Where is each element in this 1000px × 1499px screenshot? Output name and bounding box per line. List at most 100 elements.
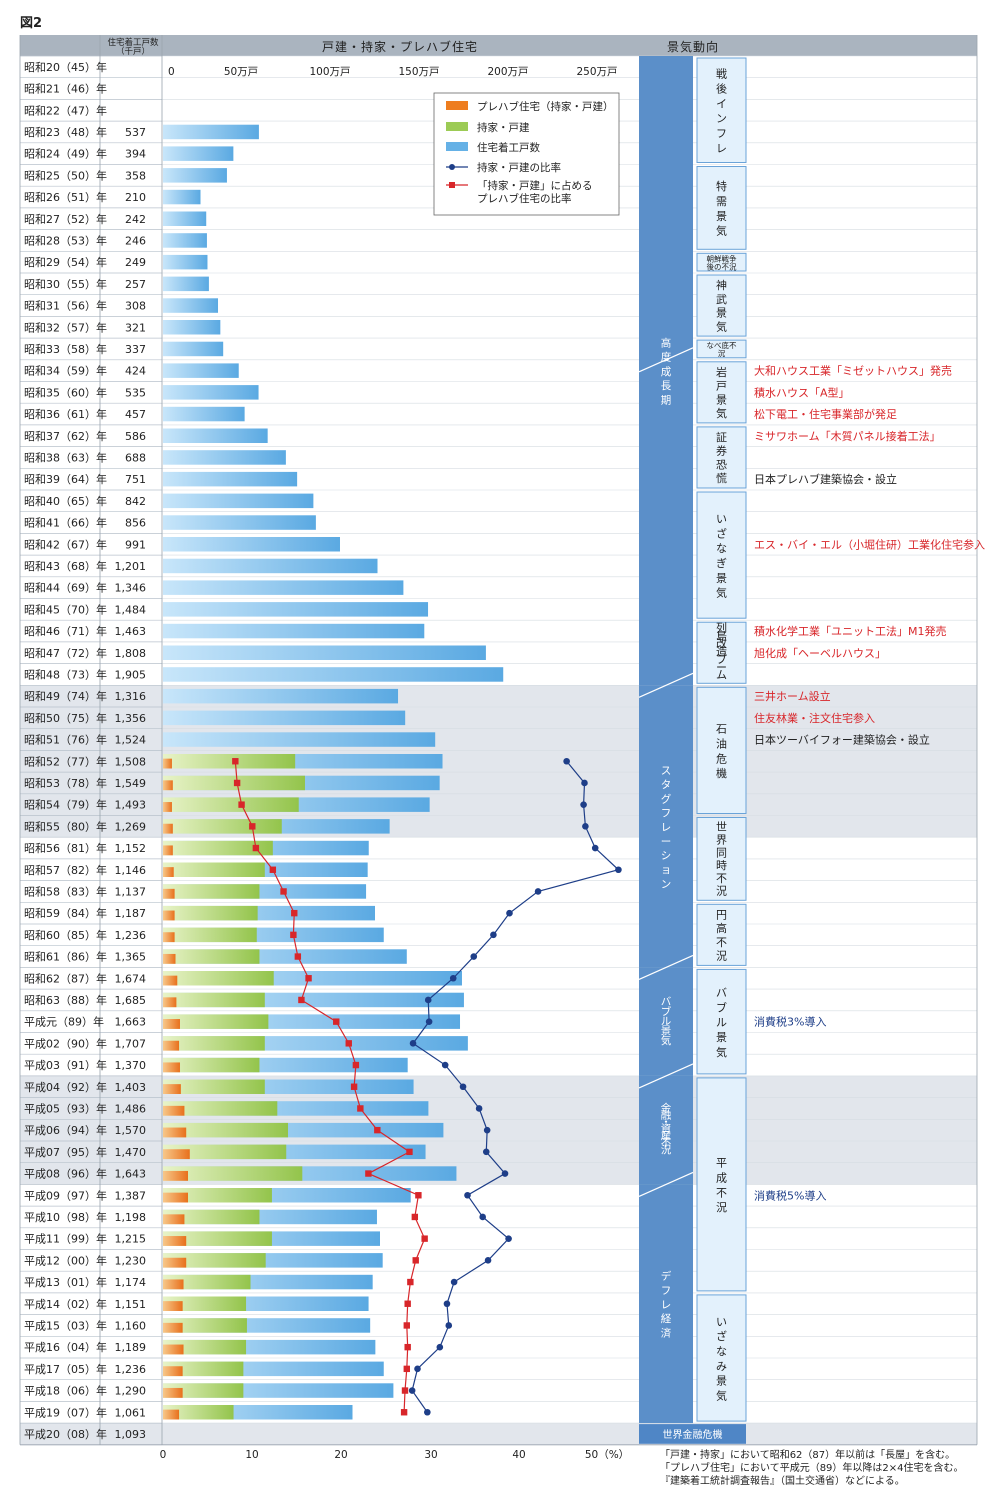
bar-owner-detached (163, 1405, 234, 1420)
owner-ratio-point (436, 1343, 444, 1351)
vertical-char: 景 (716, 1375, 727, 1388)
vertical-char: 恐 (716, 458, 727, 471)
event-text: 消費税3%導入 (754, 1015, 826, 1029)
boom-label: 朝鮮戦争 (707, 253, 737, 263)
period-shading (20, 1423, 977, 1445)
boom-box (696, 252, 747, 272)
bar-owner-detached (163, 1318, 247, 1333)
year-label: 平成04（92）年 (24, 1080, 107, 1094)
bar-owner-detached (163, 754, 296, 769)
header-main: 戸建・持家・プレハブ住宅 (322, 39, 478, 54)
bar-owner-detached (163, 819, 282, 834)
vertical-char: レ (661, 822, 672, 834)
prefab-ratio-point (298, 996, 305, 1004)
vertical-char: 界 (716, 834, 727, 847)
bar-housing-starts (163, 211, 207, 226)
vertical-char: 不 (716, 936, 727, 949)
axis-bottom-tick-label: 40 (512, 1449, 525, 1461)
vertical-char: 同 (716, 846, 727, 859)
bar-owner-detached (163, 1036, 265, 1051)
year-label: 平成08（96）年 (24, 1167, 107, 1181)
vertical-char: 高 (661, 337, 672, 350)
axis-bottom-tick-label: 50（%） (585, 1449, 629, 1461)
vertical-char: 券 (716, 444, 727, 458)
year-label: 昭和53（78）年 (24, 776, 107, 790)
prefab-ratio-point (290, 931, 297, 939)
year-label: 昭和51（76）年 (24, 733, 107, 747)
vertical-char: 期 (661, 394, 672, 406)
vertical-char: ム (716, 669, 727, 682)
vertical-char: ョ (661, 864, 672, 876)
header-economy: 景気動向 (667, 39, 719, 54)
bar-prefab (163, 1019, 180, 1029)
era-band (639, 1184, 693, 1424)
legend-label: プレハブ住宅の比率 (477, 192, 572, 205)
year-label: 平成07（95）年 (24, 1145, 107, 1159)
year-label: 昭和30（55）年 (24, 277, 107, 291)
owner-ratio-point (450, 1278, 458, 1286)
year-label: 昭和44（69）年 (24, 581, 107, 595)
legend-swatch (446, 142, 468, 151)
vertical-char: 機 (716, 766, 727, 780)
vertical-char: 済 (661, 1326, 672, 1339)
year-label: 平成05（93）年 (24, 1101, 107, 1115)
bar-housing-starts (163, 515, 316, 530)
boom-box (696, 57, 747, 163)
vertical-char: な (716, 1345, 727, 1358)
bar-prefab (163, 1387, 183, 1398)
bar-owner-detached (163, 1122, 289, 1138)
owner-ratio-point (581, 779, 588, 787)
owner-ratio-point (501, 1170, 509, 1177)
owner-ratio-point (490, 931, 497, 939)
owner-ratio-point (506, 909, 513, 917)
bar-owner-detached (163, 992, 265, 1008)
event-text: 大和ハウス工業「ミゼットハウス」発売 (754, 364, 952, 378)
bar-housing-starts (163, 710, 406, 726)
prefab-ratio-point (357, 1105, 364, 1112)
year-label: 平成11（99）年 (24, 1232, 107, 1246)
year-label: 平成18（06）年 (24, 1384, 107, 1398)
bar-prefab (163, 823, 173, 834)
prefab-ratio-point (269, 866, 277, 873)
note-text: 「プレハブ住宅」において平成元（89）年以降は2×4住宅を含む。 (660, 1461, 964, 1474)
prefab-ratio-point (345, 1040, 352, 1047)
starts-value: 842 (125, 495, 146, 508)
bar-housing-starts (163, 276, 209, 292)
prefab-ratio-point (280, 888, 287, 895)
figure-label: 図2 (20, 16, 42, 31)
owner-ratio-point (408, 1387, 416, 1394)
year-label: 昭和27（52）年 (24, 212, 107, 226)
vertical-char: ブ (716, 652, 727, 666)
year-label: 昭和33（58）年 (24, 342, 107, 356)
year-label: 昭和34（59）年 (24, 364, 107, 378)
vertical-char: な (716, 542, 727, 555)
vertical-char: 況 (661, 1144, 672, 1156)
owner-ratio-point (459, 1083, 467, 1091)
note-text: 『建築着工統計調査報告』（国土交通省）などによる。 (660, 1474, 905, 1487)
vertical-char: ー (716, 661, 727, 674)
bar-housing-starts (163, 363, 239, 378)
vertical-char: レ (716, 142, 727, 155)
starts-value: 1,905 (115, 668, 147, 681)
year-label: 昭和20（45）年 (24, 60, 107, 74)
prefab-ratio-point (350, 1083, 358, 1090)
vertical-char: い (716, 512, 727, 525)
owner-ratio-point (483, 1126, 491, 1134)
bar-prefab (163, 780, 173, 791)
starts-value: 1,236 (115, 929, 147, 942)
prefab-ratio-point (400, 1409, 408, 1416)
prefab-ratio-point (412, 1257, 419, 1264)
vertical-char: 成 (716, 1171, 727, 1184)
starts-value: 1,570 (115, 1124, 147, 1137)
year-label: 平成17（05）年 (24, 1362, 107, 1376)
vertical-char: ル (661, 1016, 672, 1028)
prefab-ratio-point (238, 801, 245, 808)
year-label: 昭和35（60）年 (24, 385, 107, 399)
owner-ratio-point (424, 1408, 431, 1416)
event-text: 三井ホーム設立 (754, 689, 831, 703)
starts-value: 1,346 (115, 582, 147, 595)
starts-value: 1,707 (115, 1037, 147, 1050)
